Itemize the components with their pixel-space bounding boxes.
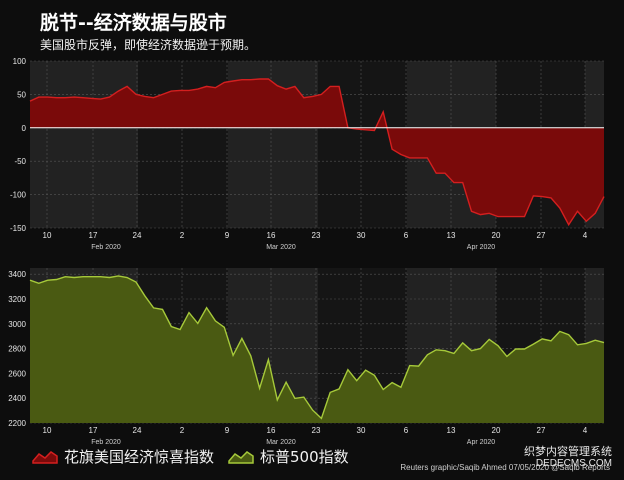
x-tick-label-citi: 13 (447, 231, 456, 240)
x-tick-label-spx: 4 (583, 426, 588, 435)
chart-subtitle: 美国股市反弹，即使经济数据逊于预期。 (40, 38, 257, 52)
x-tick-label-citi: 20 (492, 231, 501, 240)
chart-title: 脱节--经济数据与股市 (40, 12, 227, 34)
x-tick-label-spx: 17 (89, 426, 98, 435)
x-month-label-citi: Feb 2020 (91, 244, 121, 251)
x-tick-label-citi: 30 (357, 231, 366, 240)
x-tick-label-spx: 6 (404, 426, 409, 435)
y-tick-label-spx: 3400 (8, 270, 26, 279)
watermark-line2: DEDECMS.COM (535, 458, 612, 469)
y-tick-label-spx: 3000 (8, 320, 26, 329)
x-tick-label-citi: 2 (180, 231, 185, 240)
x-tick-label-citi: 6 (404, 231, 409, 240)
legend-label-spx: 标普500指数 (260, 448, 349, 466)
x-tick-label-citi: 4 (583, 231, 588, 240)
y-tick-label-spx: 2400 (8, 394, 26, 403)
y-tick-label-citi: -50 (14, 157, 26, 166)
legend: 花旗美国经济惊喜指数 标普500指数 (32, 446, 363, 467)
watermark-line1: 织梦内容管理系统 (524, 446, 612, 458)
series-line-citi (29, 78, 605, 227)
legend-swatch-spx-icon (228, 450, 254, 464)
watermark: 织梦内容管理系统 DEDECMS.COM (524, 446, 612, 470)
source-credit: Reuters graphic/Saqib Ahmed 07/05/2020 @… (400, 463, 610, 472)
shade-band-citi (30, 61, 138, 228)
legend-item-spx: 标普500指数 (228, 446, 349, 467)
y-tick-label-citi: -100 (10, 191, 27, 200)
x-tick-label-spx: 24 (133, 426, 142, 435)
x-tick-label-spx: 30 (357, 426, 366, 435)
legend-label-citi: 花旗美国经济惊喜指数 (64, 448, 215, 466)
legend-item-citi: 花旗美国经济惊喜指数 (32, 446, 214, 467)
series-line-spx (29, 275, 605, 420)
x-tick-label-spx: 20 (492, 426, 501, 435)
x-month-label-spx: Feb 2020 (91, 439, 121, 446)
x-tick-label-citi: 27 (537, 231, 546, 240)
x-tick-label-spx: 13 (447, 426, 456, 435)
y-tick-label-spx: 3200 (8, 295, 26, 304)
y-tick-label-spx: 2800 (8, 345, 26, 354)
legend-swatch-citi-icon (32, 450, 58, 464)
series-area-citi (30, 79, 604, 225)
x-tick-label-spx: 9 (225, 426, 230, 435)
x-tick-label-citi: 17 (89, 231, 98, 240)
x-month-label-citi: Apr 2020 (467, 244, 496, 251)
y-tick-label-spx: 2600 (8, 369, 26, 378)
x-tick-label-spx: 23 (312, 426, 321, 435)
y-tick-label-citi: 50 (17, 90, 26, 99)
x-tick-label-citi: 9 (225, 231, 230, 240)
y-tick-label-citi: 0 (22, 124, 27, 133)
x-tick-label-citi: 24 (133, 231, 142, 240)
x-month-label-spx: Apr 2020 (467, 439, 496, 446)
x-tick-label-citi: 23 (312, 231, 321, 240)
x-tick-label-spx: 2 (180, 426, 185, 435)
x-tick-label-spx: 10 (43, 426, 52, 435)
x-tick-label-citi: 16 (267, 231, 276, 240)
y-tick-label-citi: -150 (10, 224, 27, 233)
x-tick-label-citi: 10 (43, 231, 52, 240)
y-tick-label-spx: 2200 (8, 419, 26, 428)
x-month-label-spx: Mar 2020 (266, 439, 296, 446)
x-tick-label-spx: 27 (537, 426, 546, 435)
x-month-label-citi: Mar 2020 (266, 244, 296, 251)
series-area-spx (30, 275, 604, 423)
y-tick-label-citi: 100 (13, 57, 27, 66)
x-tick-label-spx: 16 (267, 426, 276, 435)
